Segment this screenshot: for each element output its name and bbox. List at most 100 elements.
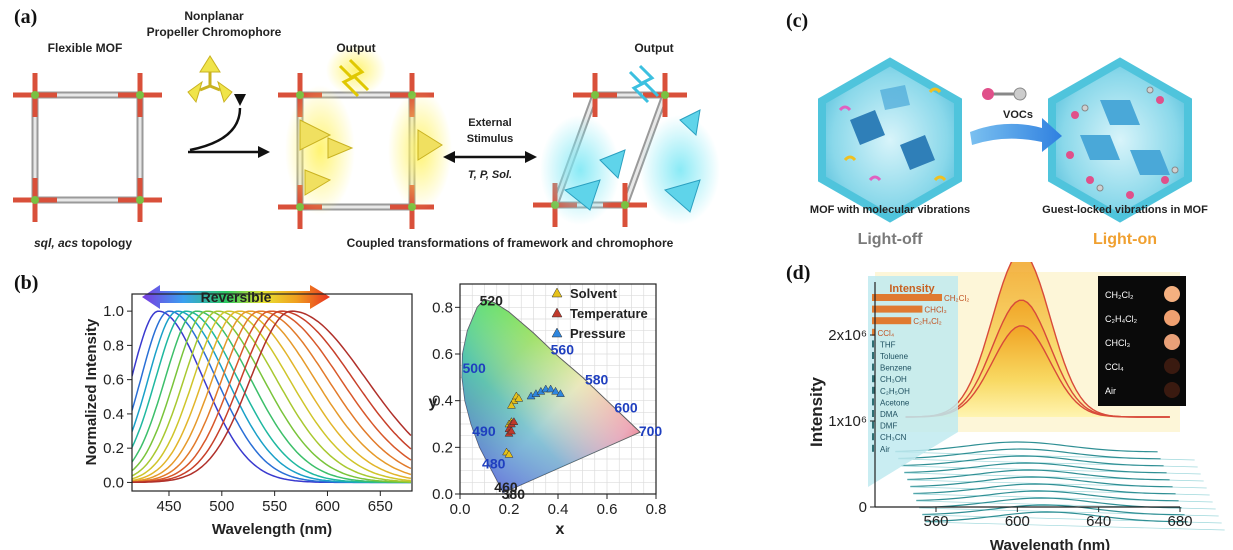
baseline-spectrum [916,490,1179,502]
right-caption: Guest-locked vibrations in MOF [1042,204,1208,216]
reversible-arrow: Reversible [142,285,330,309]
spectra-xtick-label: 450 [156,498,181,515]
inset-bar [872,328,876,336]
photo-label: C₂H₄Cl₂ [1105,314,1138,324]
inset-bar-label: CH₃CN [880,433,907,442]
cie-point-temperature [509,417,519,425]
inset-bar [872,340,874,348]
cie-wavelength-label: 700 [639,423,663,439]
d-xtick-label: 600 [1005,513,1030,530]
cie-wavelength-label: 520 [480,292,504,308]
spectrum-line-466nm [132,310,411,484]
emission-peak-fill [905,325,1170,417]
spectrum-line-486nm [132,310,411,483]
panel-label-a: (a) [14,6,38,28]
inset-bar-label: Acetone [880,398,910,407]
cie-point-pressure [551,386,560,395]
cie-wavelength-label: 460 [494,479,518,495]
flexible-mof-label: Flexible MOF [48,41,123,55]
baseline-spectrum [907,469,1170,481]
baseline-spectrum [910,476,1173,488]
topology-label: sql, acs topology [34,236,132,250]
spectrum-line-506nm [132,310,411,482]
cie-xtick-label: 0.0 [450,501,471,518]
baseline-spectrum [913,483,1176,495]
spectrum-line-566nm [132,310,412,484]
legend-marker-pressure [551,327,563,338]
spectra-ytick-label: 0.2 [103,440,124,457]
inset-bar-label: DMF [880,422,897,431]
light-on-label: Light-on [1093,231,1157,248]
baseline-plane-line [925,521,1225,531]
photo-label: CHCl₃ [1105,338,1130,348]
inset-bar-label: C₂H₄Cl₂ [913,317,942,326]
baseline-spectrum [898,448,1161,460]
inset-title: Intensity [889,283,935,295]
d-xlabel: Wavelength (nm) [990,537,1110,550]
inset-bar [872,444,874,452]
spectra-ytick-label: 1.0 [103,303,124,320]
legend-label-pressure: Pressure [570,326,626,341]
inset-bar [872,375,875,383]
spectra-xtick-label: 500 [209,498,234,515]
spectrum-line-450nm [132,310,411,484]
flexible-mof-framework [13,73,162,222]
stimulus-label-line1: External [468,117,511,129]
spectrum-line-458nm [132,310,411,484]
d-xtick-label: 560 [923,513,948,530]
insertion-arrow [189,107,242,152]
spectrum-line-476nm [132,310,411,484]
cie-xtick-label: 0.4 [548,501,569,518]
inset-bar [872,398,874,406]
spectra-xtick-label: 600 [315,498,340,515]
inset-bar [872,305,923,313]
propeller-chromophore-icon [187,55,233,104]
d-ylabel: Intensity [807,377,826,447]
panel-b-cie-chart: 0.0 0.2 0.4 0.6 0.8 0.0 0.2 0.4 0.6 0.8 520 560 500… [429,283,666,538]
baseline-spectrum [901,455,1164,467]
cie-point-temperature [507,426,516,435]
baseline-spectrum [904,462,1167,474]
inset-bar [872,317,912,325]
cie-ytick-label: 0.0 [432,486,453,503]
panel-label-c: (c) [786,10,809,32]
photo-label: CH₂Cl₂ [1105,290,1134,300]
inset-bar-label: CH₂Cl₂ [944,294,969,303]
cie-ytick-label: 0.8 [432,299,453,316]
cie-ytick-label: 0.2 [432,439,453,456]
inset-bar [872,386,875,394]
cie-wavelength-label: 560 [551,341,575,357]
spectrum-line-526nm [132,310,412,483]
inset-bar-label: THF [880,340,896,349]
spectrum-line-516nm [132,310,412,482]
inset-bar-label: CHCl₃ [924,306,946,315]
baseline-spectrum [925,511,1188,523]
spectra-frame [131,293,413,492]
inset-bar [872,433,874,441]
panel-label-d: (d) [786,262,811,284]
spectrum-line-496nm [132,310,411,483]
spectra-xtick-label: 550 [262,498,287,515]
panel-a-schematic: Flexible MOF Nonplanar Propeller Chromop… [13,9,720,250]
cie-locus-blue-shade [462,299,641,493]
inset-bar [872,294,942,301]
cie-point-solvent [514,393,524,402]
photo-sample-spot [1164,286,1180,302]
inset-bar [872,410,874,417]
spectra-ylabel: Normalized Intensity [83,318,100,465]
cie-point-pressure [546,384,556,393]
spectrum-line-556nm [132,310,412,484]
cie-ylabel: y [429,394,438,411]
cie-wavelength-label: 580 [585,372,609,388]
photo-sample-spot [1164,334,1180,350]
d-xtick-label: 640 [1086,513,1111,530]
baseline-spectrum [922,504,1185,516]
output-label-2: Output [634,41,673,55]
inset-bar-label: CH₃OH [880,375,907,384]
stimulus-params: T, P, Sol. [468,169,512,181]
cie-xlabel: x [556,521,565,538]
photo-label: Air [1105,386,1116,396]
cie-point-pressure [556,389,565,397]
legend-marker-solvent [551,287,563,298]
inset-bar [872,352,874,359]
